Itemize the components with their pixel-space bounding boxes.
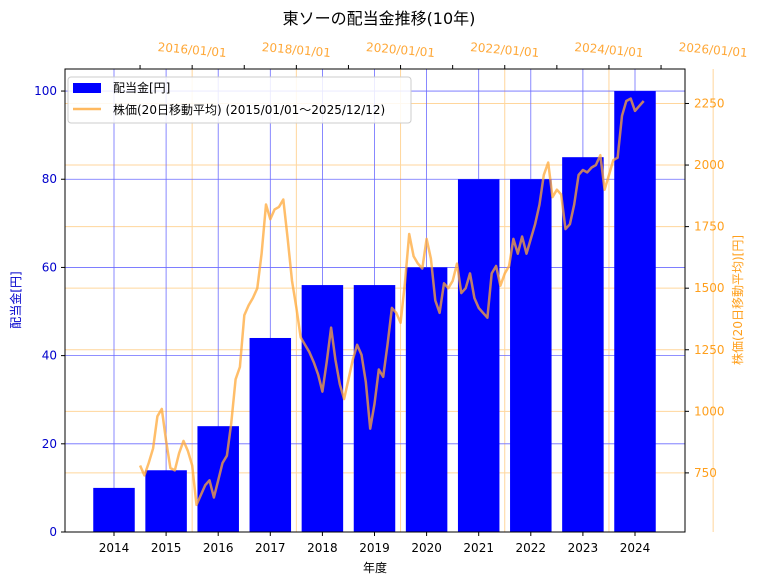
tick-label-x: 2015: [151, 541, 182, 555]
tick-label-top: 2020/01/01: [365, 40, 435, 60]
tick-label-top: 2026/01/01: [678, 40, 748, 60]
legend-bar-label: 配当金[円]: [113, 80, 170, 95]
tick-label-x: 2016: [203, 541, 234, 555]
y-axis-label: 配当金[円]: [8, 271, 23, 328]
right-axis-ticks: 750 1000 1250 1500 1750 2000 2250: [685, 96, 725, 480]
dividend-bars: [93, 91, 656, 533]
tick-label-x: 2018: [307, 541, 338, 555]
tick-label-x: 2017: [255, 541, 286, 555]
bar-2015: [145, 470, 187, 532]
bar-2014: [93, 487, 135, 532]
tick-label-top: 2018/01/01: [261, 40, 331, 60]
tick-label-x: 2020: [411, 541, 442, 555]
tick-label-right: 1250: [694, 343, 725, 357]
tick-label-x: 2022: [516, 541, 547, 555]
tick-label-right: 2250: [694, 96, 725, 110]
tick-label-right: 1750: [694, 220, 725, 234]
legend-line-label: 株価(20日移動平均) (2015/01/01～2025/12/12): [113, 102, 385, 117]
legend-bar-swatch: [73, 83, 101, 93]
tick-label-right: 1500: [694, 281, 725, 295]
y2-axis-label: 株価(20日移動平均)[円]: [730, 235, 745, 365]
tick-label-x: 2019: [359, 541, 390, 555]
legend-box: [67, 76, 412, 124]
bar-2022: [510, 179, 552, 532]
tick-label-top: 2016/01/01: [157, 40, 227, 60]
tick-label-right: 2000: [694, 158, 725, 172]
bar-2021: [457, 179, 500, 532]
tick-label-left: 0: [49, 525, 57, 539]
bar-2024: [614, 91, 656, 533]
right-axis-grid: [65, 69, 714, 532]
top-axis-ticks: 2016/01/01 2018/01/01 2020/01/01 2022/01/01…: [139, 40, 748, 69]
tick-label-left: 60: [42, 260, 57, 274]
bar-2018: [301, 285, 344, 532]
tick-label-left: 100: [34, 84, 57, 98]
tick-label-x: 2014: [99, 541, 130, 555]
left-axis-ticks: 0 20 40 60 80 100: [34, 84, 65, 539]
bar-2017: [249, 337, 292, 532]
x-axis-label: 年度: [363, 560, 387, 575]
tick-label-right: 750: [694, 466, 717, 480]
bar-2023: [562, 157, 604, 532]
tick-label-x: 2021: [463, 541, 494, 555]
tick-label-top: 2022/01/01: [470, 40, 540, 60]
tick-label-left: 40: [42, 349, 57, 363]
tick-label-left: 20: [42, 437, 57, 451]
tick-label-top: 2024/01/01: [574, 40, 644, 60]
legend: 配当金[円] 株価(20日移動平均) (2015/01/01～2025/12/1…: [67, 76, 412, 124]
tick-label-left: 80: [42, 172, 57, 186]
tick-label-x: 2024: [620, 541, 651, 555]
chart-title: 東ソーの配当金推移(10年): [283, 9, 476, 28]
price-line: [138, 97, 645, 507]
tick-label-right: 1000: [694, 404, 725, 418]
tick-label-x: 2023: [568, 541, 599, 555]
x-axis-ticks: 2014 2015 2016 2017 2018 2019 2020 2021 2022 2023…: [99, 532, 651, 555]
